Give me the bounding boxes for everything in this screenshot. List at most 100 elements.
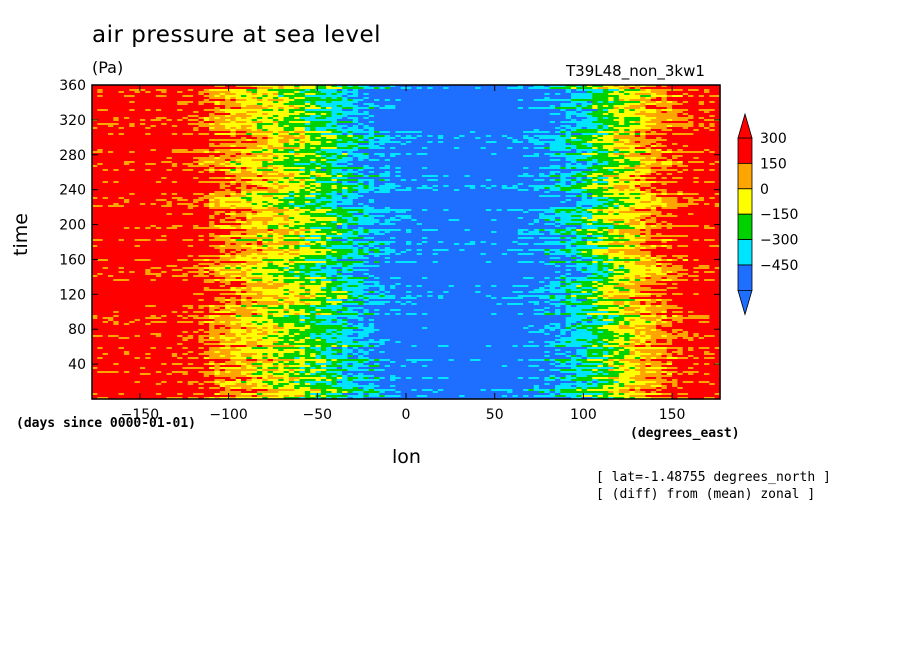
heatmap-cell [661, 221, 668, 224]
heatmap-cell [97, 273, 104, 276]
heatmap-cell [352, 157, 359, 160]
heatmap-cell [613, 269, 631, 272]
heatmap-cell [352, 239, 572, 242]
heatmap-cell [225, 333, 237, 336]
heatmap-cell [570, 313, 577, 316]
heatmap-cell [347, 163, 354, 166]
heatmap-cell [390, 277, 402, 280]
heatmap-cell [384, 243, 391, 246]
heatmap-cell [390, 155, 396, 158]
heatmap-cell [310, 159, 317, 162]
heatmap-cell [496, 285, 514, 288]
heatmap-cell [267, 167, 274, 170]
heatmap-cell [92, 215, 210, 218]
heatmap-cell [565, 265, 599, 268]
heatmap-cell [602, 317, 609, 320]
heatmap-cell [225, 265, 231, 268]
heatmap-cell [214, 171, 226, 174]
heatmap-cell [209, 239, 231, 242]
heatmap-cell [251, 243, 258, 246]
heatmap-cell [400, 217, 412, 220]
heatmap-cell [485, 261, 492, 264]
heatmap-cell [368, 133, 375, 136]
heatmap-cell [347, 155, 354, 158]
heatmap-cell [640, 153, 652, 156]
heatmap-cell [288, 263, 295, 266]
heatmap-cell [586, 157, 625, 160]
heatmap-cell [661, 241, 668, 244]
heatmap-cell [640, 101, 647, 104]
heatmap-cell [230, 129, 237, 132]
heatmap-cell [219, 315, 231, 318]
heatmap-cell [267, 191, 279, 194]
heatmap-cell [693, 197, 700, 200]
heatmap-cell [512, 137, 524, 140]
heatmap-cell [576, 123, 604, 126]
heatmap-cell [187, 117, 200, 120]
heatmap-cell [406, 303, 412, 306]
heatmap-cell [342, 341, 354, 344]
heatmap-cell [219, 163, 226, 166]
heatmap-cell [384, 183, 396, 186]
heatmap-cell [92, 261, 216, 264]
heatmap-cell [661, 197, 679, 200]
heatmap-cell [315, 339, 322, 342]
heatmap-cell [358, 123, 365, 126]
heatmap-cell [230, 339, 242, 342]
heatmap-cell [177, 321, 194, 324]
heatmap-cell [533, 261, 540, 264]
heatmap-cell [363, 293, 380, 296]
heatmap-cell [539, 237, 561, 240]
heatmap-cell [661, 319, 673, 322]
heatmap-cell [390, 211, 396, 214]
heatmap-cell [315, 315, 359, 318]
heatmap-cell [288, 195, 295, 198]
heatmap-cell [597, 285, 604, 288]
heatmap-cell [704, 161, 716, 164]
heatmap-cell [283, 117, 295, 120]
heatmap-cell [134, 123, 141, 126]
heatmap-cell [230, 161, 237, 164]
heatmap-cell [539, 137, 572, 140]
heatmap-cell [225, 99, 231, 102]
heatmap-cell [193, 227, 221, 230]
heatmap-cell [310, 201, 317, 204]
heatmap-cell [533, 135, 561, 138]
heatmap-cell [608, 101, 615, 104]
heatmap-cell [251, 257, 258, 260]
heatmap-cell [704, 225, 710, 228]
heatmap-cell [331, 163, 338, 166]
heatmap-cell [155, 109, 162, 112]
heatmap-cell [315, 105, 322, 108]
heatmap-cell [283, 289, 290, 292]
heatmap-cell [581, 171, 615, 174]
heatmap-cell [618, 133, 631, 136]
heatmap-cell [294, 323, 317, 326]
heatmap-cell [645, 301, 657, 304]
heatmap-cell [123, 163, 130, 166]
heatmap-cell [251, 135, 269, 138]
heatmap-cell [150, 239, 157, 242]
heatmap-cell [182, 269, 200, 272]
heatmap-cell [198, 331, 205, 334]
heatmap-cell [92, 313, 237, 316]
heatmap-cell [560, 211, 567, 214]
heatmap-cell [161, 335, 178, 338]
heatmap-cell [331, 111, 359, 114]
heatmap-cell [315, 345, 322, 348]
heatmap-cell [342, 269, 349, 272]
heatmap-cell [129, 201, 168, 204]
heatmap-cell [315, 209, 333, 212]
heatmap-cell [267, 305, 279, 308]
heatmap-cell [299, 285, 306, 288]
heatmap-cell [214, 123, 221, 126]
heatmap-cell [523, 277, 535, 280]
heatmap-cell [629, 295, 636, 298]
heatmap-cell [320, 155, 327, 158]
heatmap-cell [352, 155, 370, 158]
heatmap-cell [416, 87, 423, 90]
heatmap-cell [352, 163, 567, 166]
heatmap-cell [661, 183, 668, 186]
heatmap-cell [155, 181, 162, 184]
heatmap-cell [624, 157, 647, 160]
